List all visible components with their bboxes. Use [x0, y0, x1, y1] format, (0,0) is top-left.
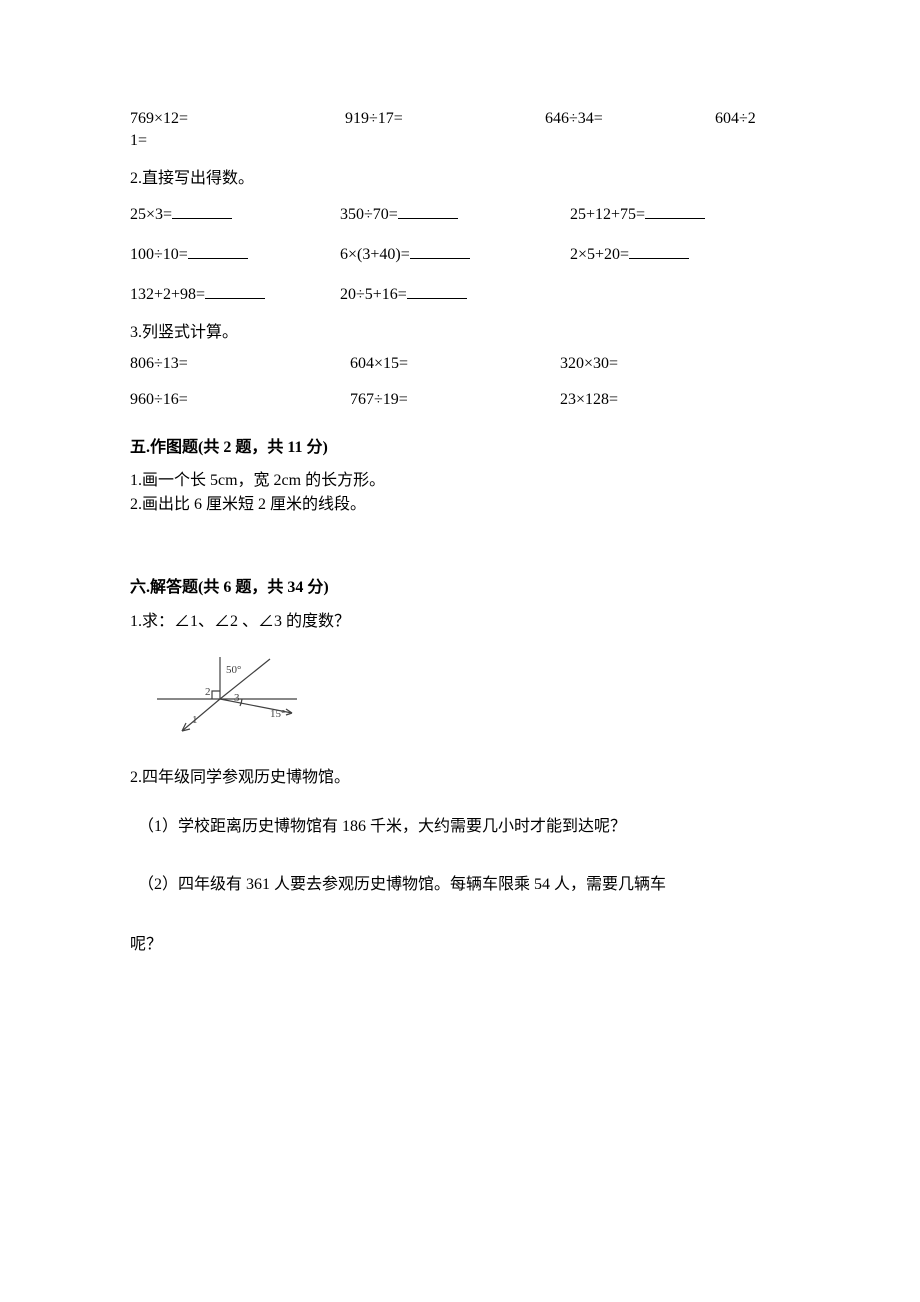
blank[interactable] — [188, 242, 248, 259]
q3-r2c3: 23×128= — [560, 391, 750, 409]
page: 769×12= 919÷17= 646÷34= 604÷2 1= 2.直接写出得… — [0, 0, 920, 1014]
label-50: 50° — [226, 664, 241, 676]
q2-r3c1: 132+2+98= — [130, 282, 340, 304]
q2-r1c2: 350÷70= — [340, 202, 570, 224]
q2-title: 2.直接写出得数。 — [130, 166, 790, 192]
label-15: 15° — [270, 708, 285, 720]
s6-q2-sub2b: 呢？ — [130, 930, 790, 954]
q2-r1c1: 25×3= — [130, 202, 340, 224]
q2-row2: 100÷10= 6×(3+40)= 2×5+20= — [130, 242, 790, 264]
blank[interactable] — [629, 242, 689, 259]
block1-row: 769×12= 919÷17= 646÷34= 604÷2 — [130, 110, 790, 128]
q2-r3c2: 20÷5+16= — [340, 282, 570, 304]
q3-title: 3.列竖式计算。 — [130, 320, 790, 346]
b1-c4b: 1= — [130, 132, 790, 150]
blank[interactable] — [645, 202, 705, 219]
angle-figure: 50° 2 3 15° 1 — [152, 651, 790, 741]
section5-heading: 五.作图题(共 2 题，共 11 分) — [130, 433, 790, 457]
q3-row1: 806÷13= 604×15= 320×30= — [130, 355, 790, 373]
q2-r2c3: 2×5+20= — [570, 242, 790, 264]
label-1: 1 — [192, 714, 198, 726]
blank[interactable] — [205, 282, 265, 299]
b1-c2: 919÷17= — [345, 110, 545, 128]
q3-r2c2: 767÷19= — [350, 391, 560, 409]
right-angle-box — [212, 691, 220, 699]
s6-q2-text: 2.四年级同学参观历史博物馆。 — [130, 765, 790, 791]
s6-q2-sub2: （2）四年级有 361 人要去参观历史博物馆。每辆车限乘 54 人，需要几辆车 — [138, 872, 790, 898]
q3-row2: 960÷16= 767÷19= 23×128= — [130, 391, 790, 409]
q2-row3: 132+2+98= 20÷5+16= — [130, 282, 790, 304]
ray-1 — [182, 699, 220, 731]
section6-heading: 六.解答题(共 6 题，共 34 分) — [130, 573, 790, 597]
s6-q2-sub1: （1）学校距离历史博物馆有 186 千米，大约需要几小时才能到达呢？ — [138, 814, 790, 840]
blank[interactable] — [407, 282, 467, 299]
section5-item2: 2.画出比 6 厘米短 2 厘米的线段。 — [130, 493, 790, 517]
label-2: 2 — [205, 686, 211, 698]
label-3: 3 — [234, 692, 240, 704]
q2-row1: 25×3= 350÷70= 25+12+75= — [130, 202, 790, 224]
section5-item1: 1.画一个长 5cm，宽 2cm 的长方形。 — [130, 469, 790, 493]
q3-r2c1: 960÷16= — [130, 391, 350, 409]
angle-svg: 50° 2 3 15° 1 — [152, 651, 302, 741]
q2-r1c3: 25+12+75= — [570, 202, 790, 224]
blank[interactable] — [172, 202, 232, 219]
s6-q1-text: 1.求：∠1、∠2 、∠3 的度数？ — [130, 609, 790, 635]
q2-r2c1: 100÷10= — [130, 242, 340, 264]
blank[interactable] — [410, 242, 470, 259]
b1-c4a: 604÷2 — [715, 110, 756, 128]
b1-c1: 769×12= — [130, 110, 345, 128]
b1-c3: 646÷34= — [545, 110, 715, 128]
q2-r2c2: 6×(3+40)= — [340, 242, 570, 264]
blank[interactable] — [398, 202, 458, 219]
q3-r1c2: 604×15= — [350, 355, 560, 373]
q3-r1c1: 806÷13= — [130, 355, 350, 373]
q3-r1c3: 320×30= — [560, 355, 750, 373]
